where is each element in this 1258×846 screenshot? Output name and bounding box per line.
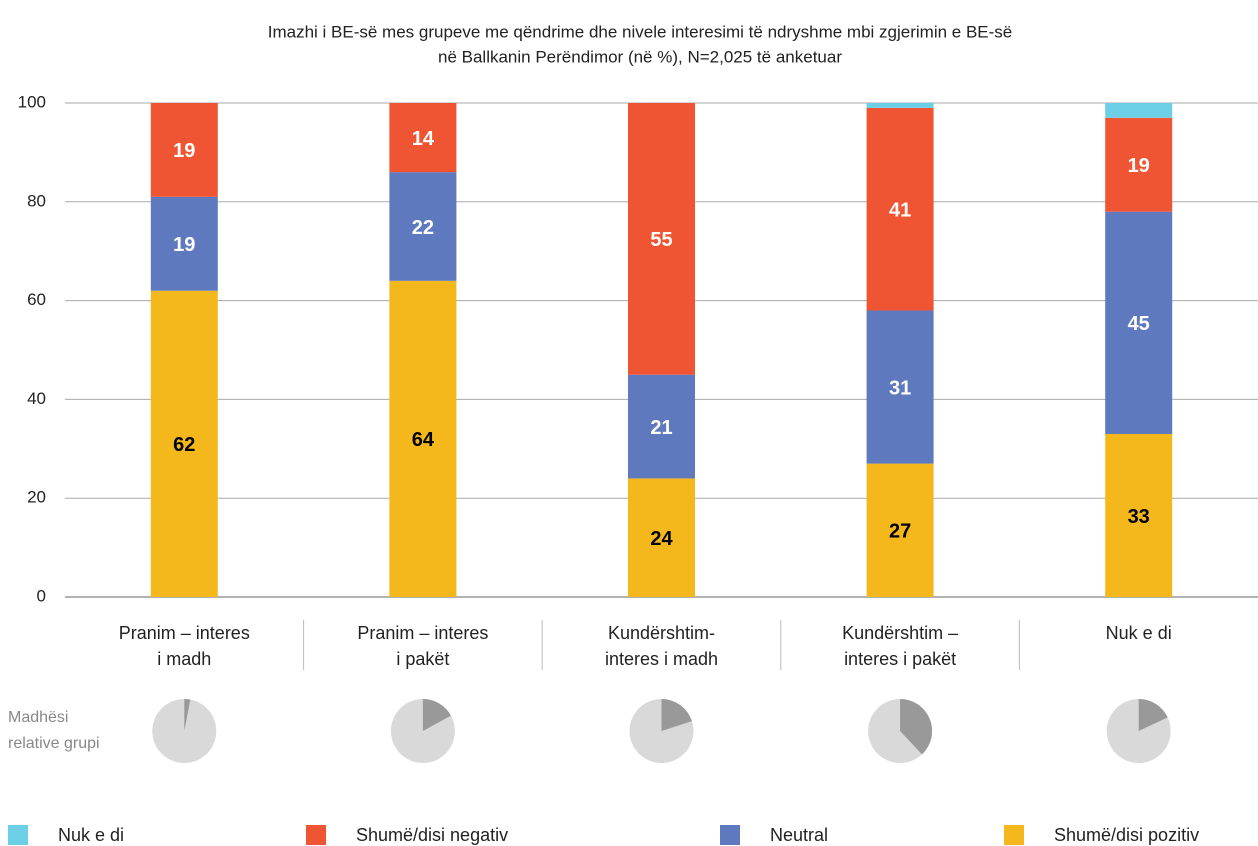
data-label: 24 xyxy=(650,528,673,550)
x-tick-label: Kundërshtim- xyxy=(608,623,715,643)
data-label: 27 xyxy=(889,521,911,543)
legend-swatch xyxy=(8,825,28,845)
y-tick-label: 60 xyxy=(27,290,46,309)
legend-swatch xyxy=(720,825,740,845)
data-label: 45 xyxy=(1128,313,1150,335)
bar-segment xyxy=(628,478,695,597)
pie-slice xyxy=(900,699,933,755)
data-label: 14 xyxy=(412,128,435,150)
data-label: 22 xyxy=(412,217,434,239)
bar-segment xyxy=(1105,117,1173,212)
x-tick-label: Pranim – interes xyxy=(357,623,488,643)
data-label: 31 xyxy=(889,377,911,399)
bar-segment xyxy=(1105,103,1173,118)
bar-segment xyxy=(150,196,218,291)
x-tick-label: interes i pakët xyxy=(844,649,956,669)
y-tick-label: 40 xyxy=(27,389,46,408)
x-tick-label: Pranim – interes xyxy=(119,623,250,643)
y-tick-label: 0 xyxy=(37,586,46,605)
bar-segment xyxy=(866,107,934,311)
bar-segment xyxy=(628,103,695,375)
bar-segment xyxy=(389,280,457,597)
pie-slice xyxy=(1138,699,1168,731)
x-tick-label: Nuk e di xyxy=(1106,623,1172,643)
y-tick-label: 100 xyxy=(18,92,46,111)
data-label: 64 xyxy=(412,429,435,451)
legend-swatch xyxy=(1004,825,1024,845)
group-size-label: relative grupi xyxy=(8,735,100,752)
y-tick-label: 80 xyxy=(27,191,46,210)
x-tick-label: Kundërshtim – xyxy=(842,623,958,643)
pie-slice xyxy=(661,699,692,731)
bar-segment xyxy=(150,290,218,597)
bar-segment xyxy=(628,374,695,479)
x-tick-label: i pakët xyxy=(396,649,449,669)
data-label: 41 xyxy=(889,199,911,221)
chart-title: në Ballkanin Perëndimor (në %), N=2,025 … xyxy=(438,47,842,66)
legend-swatch xyxy=(306,825,326,845)
bar-segment xyxy=(150,103,218,197)
legend-label: Neutral xyxy=(770,825,828,845)
bar-segment xyxy=(1105,211,1173,434)
bar-segment xyxy=(389,103,457,173)
data-label: 62 xyxy=(173,434,195,456)
bar-segment xyxy=(389,172,457,281)
data-label: 19 xyxy=(173,140,195,162)
x-tick-label: interes i madh xyxy=(605,649,718,669)
bar-segment xyxy=(1105,433,1173,597)
pie-slice xyxy=(184,699,191,731)
legend-label: Shumë/disi negativ xyxy=(356,825,508,845)
bar-segment xyxy=(866,103,934,108)
bar-segment xyxy=(866,463,934,597)
bar-segment xyxy=(866,310,934,464)
chart-title: Imazhi i BE-së mes grupeve me qëndrime d… xyxy=(268,22,1013,41)
x-tick-label: i madh xyxy=(157,649,211,669)
data-label: 55 xyxy=(650,229,672,251)
data-label: 19 xyxy=(1128,155,1150,177)
group-size-label: Madhësi xyxy=(8,709,68,726)
data-label: 33 xyxy=(1128,506,1150,528)
data-label: 21 xyxy=(650,417,672,439)
legend-label: Shumë/disi pozitiv xyxy=(1054,825,1199,845)
data-label: 19 xyxy=(173,234,195,256)
legend-label: Nuk e di xyxy=(58,825,124,845)
y-tick-label: 20 xyxy=(27,488,46,507)
pie-slice xyxy=(422,699,451,731)
